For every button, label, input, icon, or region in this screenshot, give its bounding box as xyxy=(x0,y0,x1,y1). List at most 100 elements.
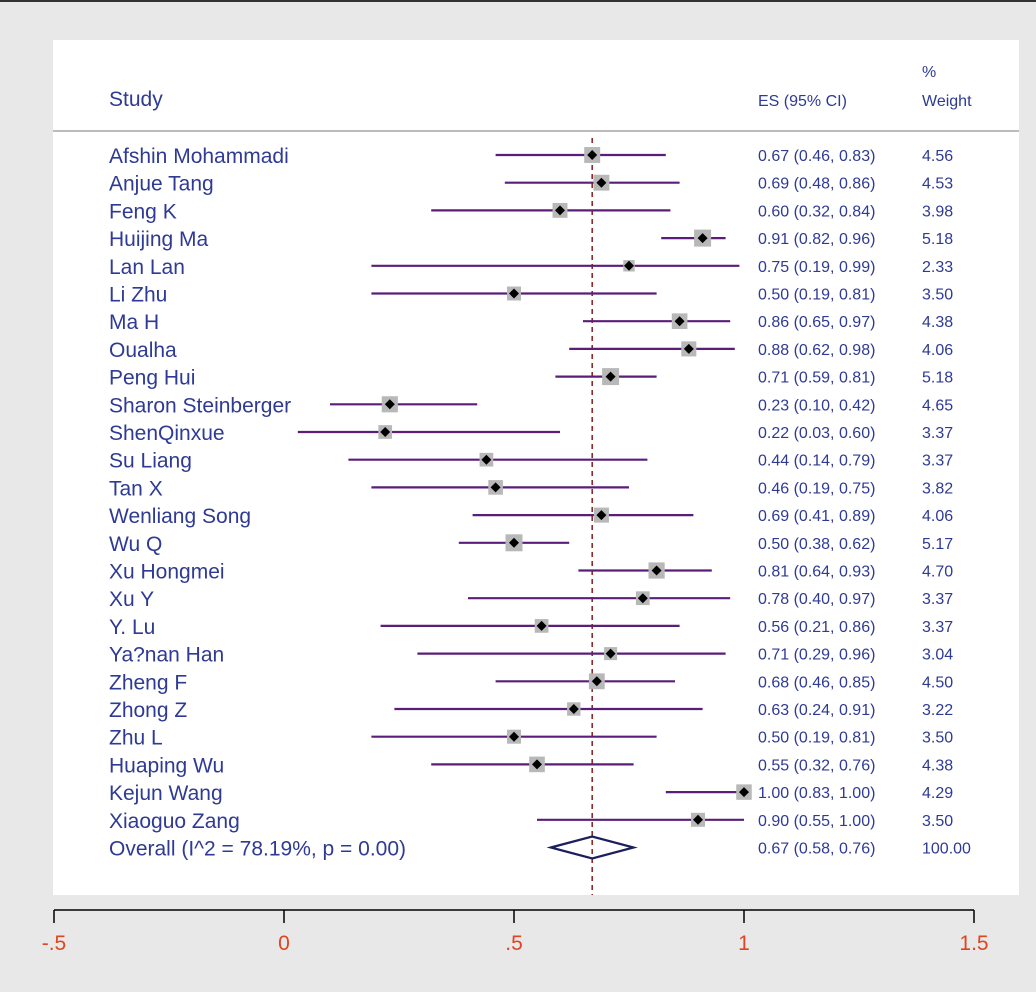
es-value: 0.22 (0.03, 0.60) xyxy=(758,425,875,442)
es-value: 0.60 (0.32, 0.84) xyxy=(758,203,875,220)
point-estimate xyxy=(568,704,579,714)
study-row: Oualha 0.88 (0.62, 0.98) 4.06 xyxy=(109,339,953,362)
weight-value: 4.53 xyxy=(922,176,953,193)
header-study: Study xyxy=(109,88,163,111)
study-name: Zhu L xyxy=(109,727,163,750)
point-estimate xyxy=(674,316,685,327)
es-value: 0.46 (0.19, 0.75) xyxy=(758,480,875,497)
study-name: Lan Lan xyxy=(109,256,185,279)
point-estimate xyxy=(605,371,616,382)
weight-value: 5.18 xyxy=(922,231,953,248)
es-value: 0.23 (0.10, 0.42) xyxy=(758,397,875,414)
weight-value: 3.04 xyxy=(922,647,953,664)
es-value: 0.63 (0.24, 0.91) xyxy=(758,702,875,719)
study-row: Wu Q 0.50 (0.38, 0.62) 5.17 xyxy=(109,533,953,556)
point-estimate xyxy=(624,260,634,271)
es-value: 0.78 (0.40, 0.97) xyxy=(758,591,875,608)
study-name: Su Liang xyxy=(109,450,192,473)
weight-value: 5.17 xyxy=(922,536,953,553)
overall-label: Overall (I^2 = 78.19%, p = 0.00) xyxy=(109,838,406,861)
point-estimate xyxy=(591,676,602,687)
study-row: Feng K 0.60 (0.32, 0.84) 3.98 xyxy=(109,200,953,223)
point-estimate xyxy=(509,288,519,299)
point-estimate xyxy=(380,427,391,437)
study-name: ShenQinxue xyxy=(109,422,225,445)
point-estimate xyxy=(509,731,519,742)
study-row: Ya?nan Han 0.71 (0.29, 0.96) 3.04 xyxy=(109,644,953,667)
study-name: Y. Lu xyxy=(109,616,155,639)
study-row: Lan Lan 0.75 (0.19, 0.99) 2.33 xyxy=(109,256,953,279)
es-value: 0.81 (0.64, 0.93) xyxy=(758,564,875,581)
study-name: Huijing Ma xyxy=(109,228,209,251)
study-row: Zhong Z 0.63 (0.24, 0.91) 3.22 xyxy=(109,699,953,722)
study-row: Afshin Mohammadi 0.67 (0.46, 0.83) 4.56 xyxy=(109,145,953,168)
weight-value: 3.37 xyxy=(922,453,953,470)
study-name: Wu Q xyxy=(109,533,162,556)
study-row: Xu Hongmei 0.81 (0.64, 0.93) 4.70 xyxy=(109,561,953,584)
study-name: Huaping Wu xyxy=(109,754,224,777)
point-estimate xyxy=(384,399,395,410)
study-row: Sharon Steinberger 0.23 (0.10, 0.42) 4.65 xyxy=(109,394,953,417)
es-value: 0.50 (0.19, 0.81) xyxy=(758,287,875,304)
study-row: Tan X 0.46 (0.19, 0.75) 3.82 xyxy=(109,477,953,500)
x-tick-label: .5 xyxy=(505,932,523,955)
es-value: 0.44 (0.14, 0.79) xyxy=(758,453,875,470)
study-row: Peng Hui 0.71 (0.59, 0.81) 5.18 xyxy=(109,367,953,390)
es-value: 0.50 (0.19, 0.81) xyxy=(758,730,875,747)
es-value: 0.50 (0.38, 0.62) xyxy=(758,536,875,553)
weight-value: 3.50 xyxy=(922,813,953,830)
weight-value: 3.82 xyxy=(922,480,953,497)
study-row: Wenliang Song 0.69 (0.41, 0.89) 4.06 xyxy=(109,505,953,528)
point-estimate xyxy=(587,150,598,160)
point-estimate xyxy=(697,233,708,244)
study-row: Y. Lu 0.56 (0.21, 0.86) 3.37 xyxy=(109,616,953,639)
point-estimate xyxy=(651,565,662,576)
study-name: Tan X xyxy=(109,477,163,500)
study-row: Ma H 0.86 (0.65, 0.97) 4.38 xyxy=(109,311,953,334)
study-row: Huaping Wu 0.55 (0.32, 0.76) 4.38 xyxy=(109,754,953,777)
weight-value: 2.33 xyxy=(922,259,953,276)
es-value: 0.69 (0.48, 0.86) xyxy=(758,176,875,193)
study-row: Li Zhu 0.50 (0.19, 0.81) 3.50 xyxy=(109,284,953,307)
point-estimate xyxy=(555,205,565,216)
es-value: 0.71 (0.29, 0.96) xyxy=(758,647,875,664)
point-estimate xyxy=(605,648,616,659)
weight-value: 4.56 xyxy=(922,148,953,165)
weight-value: 4.29 xyxy=(922,785,953,802)
study-name: Feng K xyxy=(109,200,177,223)
study-row: Huijing Ma 0.91 (0.82, 0.96) 5.18 xyxy=(109,228,953,251)
es-value: 0.75 (0.19, 0.99) xyxy=(758,259,875,276)
weight-value: 3.37 xyxy=(922,591,953,608)
weight-value: 5.18 xyxy=(922,370,953,387)
study-name: Oualha xyxy=(109,339,177,362)
es-value: 0.69 (0.41, 0.89) xyxy=(758,508,875,525)
study-name: Ma H xyxy=(109,311,159,334)
es-value: 1.00 (0.83, 1.00) xyxy=(758,785,875,802)
es-value: 0.67 (0.46, 0.83) xyxy=(758,148,875,165)
point-estimate xyxy=(637,593,648,604)
study-name: Zheng F xyxy=(109,671,187,694)
es-value: 0.55 (0.32, 0.76) xyxy=(758,757,875,774)
study-name: Sharon Steinberger xyxy=(109,394,291,417)
weight-value: 4.50 xyxy=(922,674,953,691)
study-name: Wenliang Song xyxy=(109,505,251,528)
header-weight-percent: % xyxy=(922,64,936,81)
x-tick-label: -.5 xyxy=(42,932,67,955)
point-estimate xyxy=(490,482,501,493)
point-estimate xyxy=(693,814,703,825)
x-tick-label: 0 xyxy=(278,932,290,955)
point-estimate xyxy=(532,759,542,770)
study-row: Su Liang 0.44 (0.14, 0.79) 3.37 xyxy=(109,450,953,473)
overall-diamond xyxy=(546,835,638,860)
point-estimate xyxy=(596,177,607,188)
overall-weight-value: 100.00 xyxy=(922,841,971,858)
point-estimate xyxy=(739,787,749,798)
weight-value: 4.38 xyxy=(922,757,953,774)
weight-value: 4.70 xyxy=(922,564,953,581)
x-tick-label: 1 xyxy=(738,932,750,955)
weight-value: 3.37 xyxy=(922,619,953,636)
study-row: Kejun Wang 1.00 (0.83, 1.00) 4.29 xyxy=(109,782,953,805)
point-estimate xyxy=(536,620,547,631)
weight-value: 3.37 xyxy=(922,425,953,442)
